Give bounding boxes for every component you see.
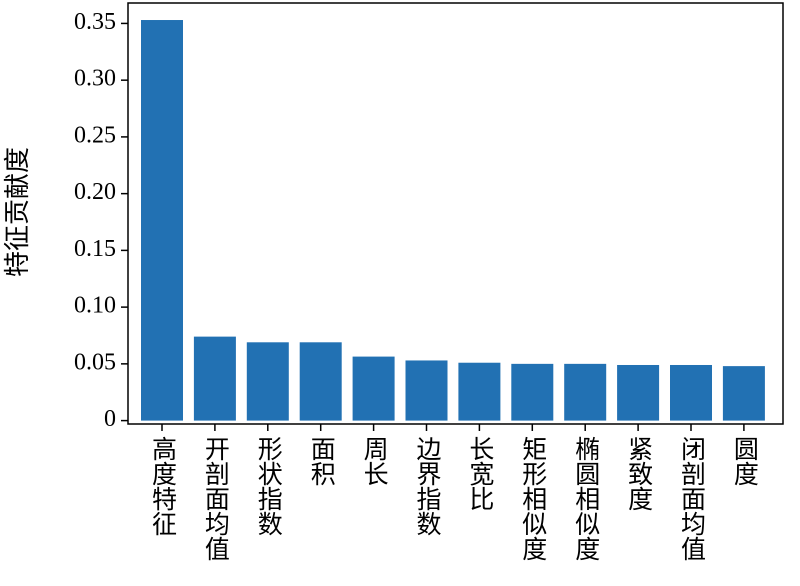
y-tick-label: 0.15 [74, 236, 116, 262]
y-tick-label: 0.10 [74, 293, 116, 319]
bar [246, 342, 289, 421]
bar [722, 366, 765, 421]
x-tick-label: 面积 [307, 436, 336, 486]
y-tick-label: 0.05 [74, 349, 116, 375]
bar [141, 20, 183, 421]
bar [193, 336, 236, 421]
x-tick-label: 形状指数 [254, 436, 283, 536]
plot-frame [127, 2, 784, 425]
bar [458, 362, 501, 421]
x-tick-label: 开剖面均值 [201, 436, 230, 561]
y-tick-label: 0.35 [74, 9, 116, 35]
bar [511, 363, 554, 421]
x-tick-label: 圆度 [730, 436, 759, 486]
x-tick-label: 闭剖面均值 [678, 436, 707, 561]
y-axis-label: 特征贡献度 [3, 147, 32, 277]
x-tick-label: 紧致度 [625, 436, 654, 511]
x-tick-label: 周长 [360, 436, 389, 486]
bar [617, 364, 660, 421]
y-tick-label: 0 [104, 406, 116, 432]
bar [352, 356, 395, 421]
y-tick-label: 0.20 [74, 179, 116, 205]
bar [564, 363, 607, 421]
bar [670, 364, 712, 421]
bar [405, 360, 448, 421]
bar [299, 342, 342, 421]
x-tick-label: 矩形相似度 [519, 436, 548, 561]
x-tick-label: 椭圆相似度 [572, 436, 601, 561]
x-tick-label: 长宽比 [466, 436, 494, 511]
y-tick-label: 0.25 [74, 122, 116, 148]
y-tick-label: 0.30 [74, 66, 116, 92]
x-tick-label: 高度特征 [149, 436, 178, 536]
x-tick-label: 边界指数 [413, 436, 442, 536]
